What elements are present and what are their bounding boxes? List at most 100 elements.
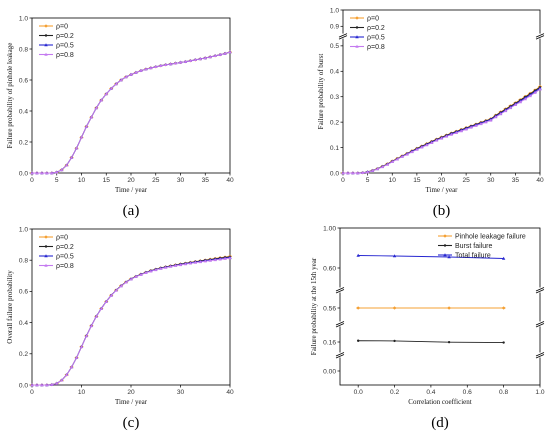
x-axis-label: Time / year <box>425 186 458 194</box>
legend-entry: Burst failure <box>455 243 492 250</box>
series-line <box>358 255 504 259</box>
data-point <box>119 284 123 288</box>
data-point <box>35 383 39 387</box>
legend-entry: ρ=0 <box>56 23 68 30</box>
y-tick-label: 0.56 <box>323 305 336 312</box>
legend-entry: ρ=0.2 <box>56 33 74 40</box>
data-point <box>447 255 451 259</box>
axis-break-mark <box>335 321 345 328</box>
data-point <box>425 143 429 147</box>
data-point <box>89 324 94 328</box>
data-point <box>443 244 447 247</box>
x-tick-label: 30 <box>487 177 495 184</box>
data-point <box>390 160 394 164</box>
data-point <box>79 135 84 139</box>
data-point <box>30 171 34 175</box>
x-tick-label: 15 <box>413 177 421 184</box>
data-point <box>43 24 49 28</box>
data-point <box>60 168 64 172</box>
series-line <box>32 51 231 174</box>
series-line <box>32 255 231 386</box>
data-point <box>213 258 217 262</box>
x-tick-label: 25 <box>462 177 470 184</box>
legend-entry: ρ=0.5 <box>56 253 74 260</box>
data-point <box>104 299 108 303</box>
data-point <box>84 124 89 128</box>
x-tick-label: 0.4 <box>426 389 435 396</box>
x-axis-label: Time / year <box>115 186 148 194</box>
data-point <box>434 138 439 142</box>
data-point <box>40 383 44 387</box>
data-point <box>341 171 345 175</box>
data-point <box>35 171 39 175</box>
data-point <box>459 129 463 133</box>
data-point <box>40 171 44 175</box>
data-point <box>198 260 202 264</box>
data-point <box>55 170 59 174</box>
data-point <box>355 35 359 39</box>
y-tick-label: 0.2 <box>19 351 28 358</box>
data-point <box>198 57 202 61</box>
panel-label: (c) <box>123 415 140 431</box>
data-point <box>44 245 48 248</box>
data-point <box>439 136 444 140</box>
x-tick-label: 20 <box>438 177 446 184</box>
data-point <box>193 260 198 264</box>
y-axis-label: Failure probability at the 15th year <box>310 257 318 355</box>
data-point <box>84 334 89 338</box>
data-point <box>69 365 74 369</box>
data-point <box>355 306 361 310</box>
data-point <box>415 147 419 151</box>
data-point <box>479 122 483 126</box>
data-point <box>351 171 355 175</box>
data-point <box>354 16 360 20</box>
data-point <box>109 293 113 297</box>
data-point <box>69 155 74 159</box>
data-point <box>45 383 49 387</box>
x-tick-label: 20 <box>127 389 135 396</box>
data-point <box>501 256 506 260</box>
y-tick-label: 0.1 <box>330 145 339 152</box>
data-point <box>50 171 54 175</box>
x-tick-label: 1.0 <box>535 389 544 396</box>
series-line <box>32 256 231 386</box>
y-tick-label: 0.6 <box>19 289 28 296</box>
data-point <box>223 51 227 55</box>
data-point <box>139 272 143 276</box>
data-point <box>502 341 505 344</box>
data-point <box>139 68 143 72</box>
axis-break-mark <box>535 352 545 359</box>
data-point <box>144 271 148 275</box>
data-point <box>395 157 399 161</box>
axis-break-mark <box>535 33 545 40</box>
data-point <box>154 65 158 69</box>
data-point <box>405 152 409 156</box>
x-tick-label: 40 <box>226 389 234 396</box>
data-point <box>361 170 365 174</box>
x-tick-label: 0.2 <box>390 389 399 396</box>
data-point <box>134 70 138 74</box>
plot-frame-a <box>31 17 231 174</box>
x-tick-label: 40 <box>226 177 234 184</box>
data-point <box>168 62 173 66</box>
legend-entry: ρ=0.5 <box>367 34 385 41</box>
data-point <box>469 125 473 129</box>
data-point <box>203 56 207 60</box>
data-point <box>513 103 518 107</box>
y-tick-label: 0.6 <box>19 77 28 84</box>
data-point <box>159 63 163 67</box>
data-point <box>498 112 503 116</box>
data-point <box>144 67 148 71</box>
legend-entry: ρ=0.5 <box>56 42 74 49</box>
x-tick-label: 20 <box>127 177 135 184</box>
x-tick-label: 30 <box>177 389 185 396</box>
series-line <box>343 87 541 174</box>
data-point <box>134 274 138 278</box>
data-point <box>446 306 452 310</box>
y-tick-label: 0.60 <box>323 265 336 272</box>
data-point <box>356 253 360 257</box>
data-point <box>443 253 447 257</box>
data-point <box>444 134 449 138</box>
data-point <box>356 339 360 342</box>
